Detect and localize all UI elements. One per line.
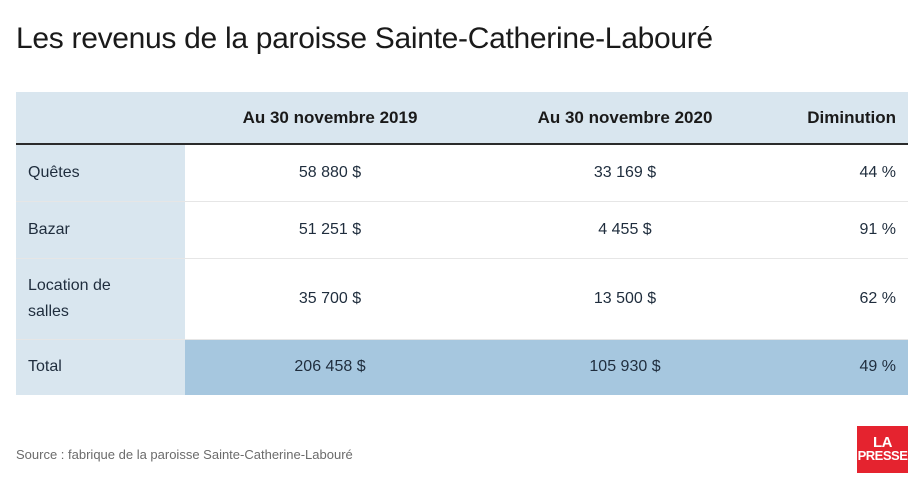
value-2019: 206 458 $ [185, 339, 475, 395]
header-diminution: Diminution [807, 107, 896, 127]
value-diminution: 62 % [859, 289, 896, 307]
value-2019: 51 251 $ [298, 220, 362, 238]
row-label: Quêtes [16, 144, 185, 201]
value-diminution: 91 % [859, 220, 896, 238]
value-2020: 4 455 $ [598, 220, 652, 238]
logo-line-2: PRESSE [857, 448, 908, 464]
value-2020: 13 500 $ [593, 289, 657, 307]
source-note: Source : fabrique de la paroisse Sainte-… [16, 447, 353, 462]
revenue-table: Au 30 novembre 2019 Au 30 novembre 2020 … [16, 92, 908, 395]
value-diminution: 49 % [775, 339, 908, 395]
total-row: Total 206 458 $ 105 930 $ 49 % [16, 339, 908, 395]
table-row: Bazar 51 251 $ 4 455 $ 91 % [16, 201, 908, 258]
table-row: Location de salles 35 700 $ 13 500 $ 62 … [16, 258, 908, 339]
row-label: Total [16, 339, 185, 395]
table-row: Quêtes 58 880 $ 33 169 $ 44 % [16, 144, 908, 201]
logo-line-1: LA [873, 434, 893, 452]
row-label: Bazar [16, 201, 185, 258]
value-2020: 33 169 $ [593, 163, 657, 181]
chart-title: Les revenus de la paroisse Sainte-Cather… [16, 22, 713, 55]
value-2020: 105 930 $ [475, 339, 775, 395]
la-presse-logo: LA PRESSE [857, 426, 908, 473]
header-empty [16, 92, 185, 144]
value-2019: 35 700 $ [298, 289, 362, 307]
header-2019: Au 30 novembre 2019 [242, 107, 418, 127]
row-label: Location de salles [16, 258, 185, 339]
value-2019: 58 880 $ [298, 163, 362, 181]
table-header-row: Au 30 novembre 2019 Au 30 novembre 2020 … [16, 92, 908, 144]
value-diminution: 44 % [859, 163, 896, 181]
header-2020: Au 30 novembre 2020 [537, 107, 713, 127]
